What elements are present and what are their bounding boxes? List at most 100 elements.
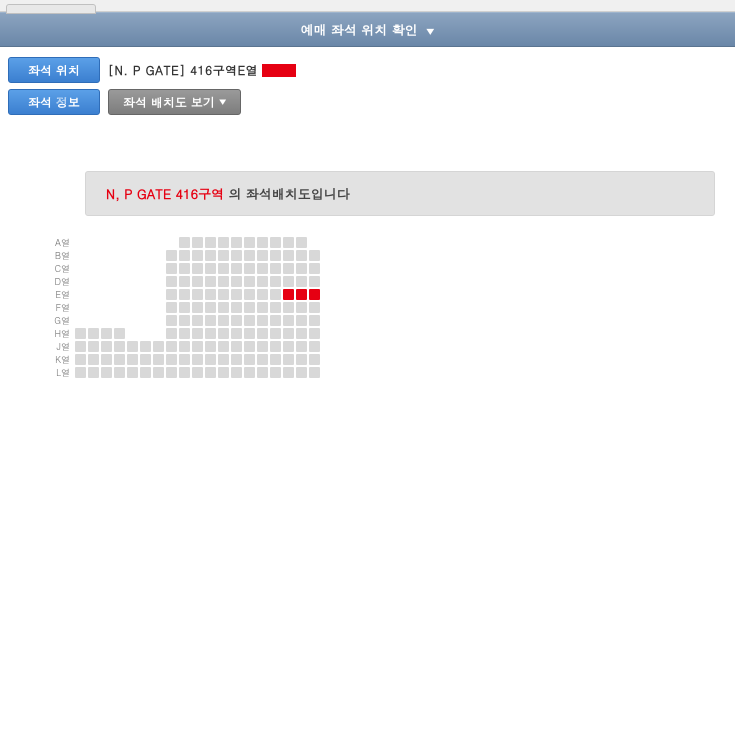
- seat[interactable]: [309, 263, 320, 274]
- browser-tab[interactable]: [6, 4, 96, 14]
- seat[interactable]: [88, 341, 99, 352]
- seat[interactable]: [270, 367, 281, 378]
- seat[interactable]: [127, 367, 138, 378]
- seat[interactable]: [231, 367, 242, 378]
- seat[interactable]: [309, 354, 320, 365]
- seat[interactable]: [114, 354, 125, 365]
- seat[interactable]: [231, 315, 242, 326]
- seat[interactable]: [75, 328, 86, 339]
- seat[interactable]: [166, 315, 177, 326]
- seat[interactable]: [153, 354, 164, 365]
- seat[interactable]: [218, 276, 229, 287]
- header-bar[interactable]: 예매 좌석 위치 확인 ▼: [0, 12, 735, 47]
- seat[interactable]: [192, 250, 203, 261]
- seat[interactable]: [166, 341, 177, 352]
- seat[interactable]: [283, 237, 294, 248]
- seat[interactable]: [231, 250, 242, 261]
- seat[interactable]: [166, 328, 177, 339]
- seat[interactable]: [166, 367, 177, 378]
- seat[interactable]: [218, 250, 229, 261]
- seat[interactable]: [179, 367, 190, 378]
- seat[interactable]: [309, 315, 320, 326]
- seat[interactable]: [231, 237, 242, 248]
- seat[interactable]: [192, 341, 203, 352]
- seat[interactable]: [166, 250, 177, 261]
- seat[interactable]: [179, 328, 190, 339]
- seat[interactable]: [205, 250, 216, 261]
- seat[interactable]: [296, 367, 307, 378]
- seat[interactable]: [179, 341, 190, 352]
- seat[interactable]: [257, 263, 268, 274]
- seat[interactable]: [101, 341, 112, 352]
- seat[interactable]: [192, 315, 203, 326]
- seat[interactable]: [296, 315, 307, 326]
- seat[interactable]: [283, 341, 294, 352]
- seat[interactable]: [296, 302, 307, 313]
- seat[interactable]: [309, 302, 320, 313]
- seat[interactable]: [218, 341, 229, 352]
- seat[interactable]: [244, 263, 255, 274]
- seat[interactable]: [179, 315, 190, 326]
- seat[interactable]: [179, 276, 190, 287]
- seat[interactable]: [283, 302, 294, 313]
- seat[interactable]: [309, 276, 320, 287]
- seat[interactable]: [231, 263, 242, 274]
- seat[interactable]: [114, 341, 125, 352]
- seat-location-button[interactable]: 좌석 위치: [8, 57, 100, 83]
- seat[interactable]: [296, 276, 307, 287]
- seat-info-button[interactable]: 좌석 정보: [8, 89, 100, 115]
- seat[interactable]: [205, 263, 216, 274]
- seat[interactable]: [270, 289, 281, 300]
- seat[interactable]: [257, 302, 268, 313]
- seat[interactable]: [179, 354, 190, 365]
- seat-selected[interactable]: [296, 289, 307, 300]
- seat[interactable]: [192, 354, 203, 365]
- seat[interactable]: [179, 237, 190, 248]
- seat[interactable]: [257, 315, 268, 326]
- seat[interactable]: [283, 354, 294, 365]
- seat[interactable]: [270, 250, 281, 261]
- seat[interactable]: [218, 302, 229, 313]
- seat[interactable]: [244, 302, 255, 313]
- seat[interactable]: [283, 276, 294, 287]
- seat[interactable]: [75, 354, 86, 365]
- seat[interactable]: [192, 289, 203, 300]
- seat-selected[interactable]: [283, 289, 294, 300]
- seat[interactable]: [205, 302, 216, 313]
- seat[interactable]: [309, 250, 320, 261]
- seat[interactable]: [140, 341, 151, 352]
- seat[interactable]: [205, 354, 216, 365]
- seat[interactable]: [179, 302, 190, 313]
- seat[interactable]: [140, 367, 151, 378]
- seat[interactable]: [231, 276, 242, 287]
- seat[interactable]: [205, 341, 216, 352]
- seat[interactable]: [88, 367, 99, 378]
- seat[interactable]: [283, 250, 294, 261]
- seat[interactable]: [283, 328, 294, 339]
- seat[interactable]: [166, 263, 177, 274]
- seat[interactable]: [114, 367, 125, 378]
- seat[interactable]: [192, 263, 203, 274]
- seat[interactable]: [101, 328, 112, 339]
- seat[interactable]: [205, 289, 216, 300]
- seat[interactable]: [231, 302, 242, 313]
- seat[interactable]: [257, 237, 268, 248]
- seat[interactable]: [192, 302, 203, 313]
- seat[interactable]: [270, 354, 281, 365]
- view-layout-button[interactable]: 좌석 배치도 보기 ▼: [108, 89, 241, 115]
- seat[interactable]: [296, 250, 307, 261]
- seat[interactable]: [166, 354, 177, 365]
- seat[interactable]: [192, 367, 203, 378]
- seat[interactable]: [205, 276, 216, 287]
- seat[interactable]: [205, 315, 216, 326]
- seat[interactable]: [257, 341, 268, 352]
- seat[interactable]: [218, 354, 229, 365]
- seat[interactable]: [88, 328, 99, 339]
- seat[interactable]: [296, 341, 307, 352]
- seat[interactable]: [296, 354, 307, 365]
- seat[interactable]: [257, 328, 268, 339]
- seat[interactable]: [88, 354, 99, 365]
- seat[interactable]: [257, 276, 268, 287]
- seat[interactable]: [309, 328, 320, 339]
- seat[interactable]: [179, 250, 190, 261]
